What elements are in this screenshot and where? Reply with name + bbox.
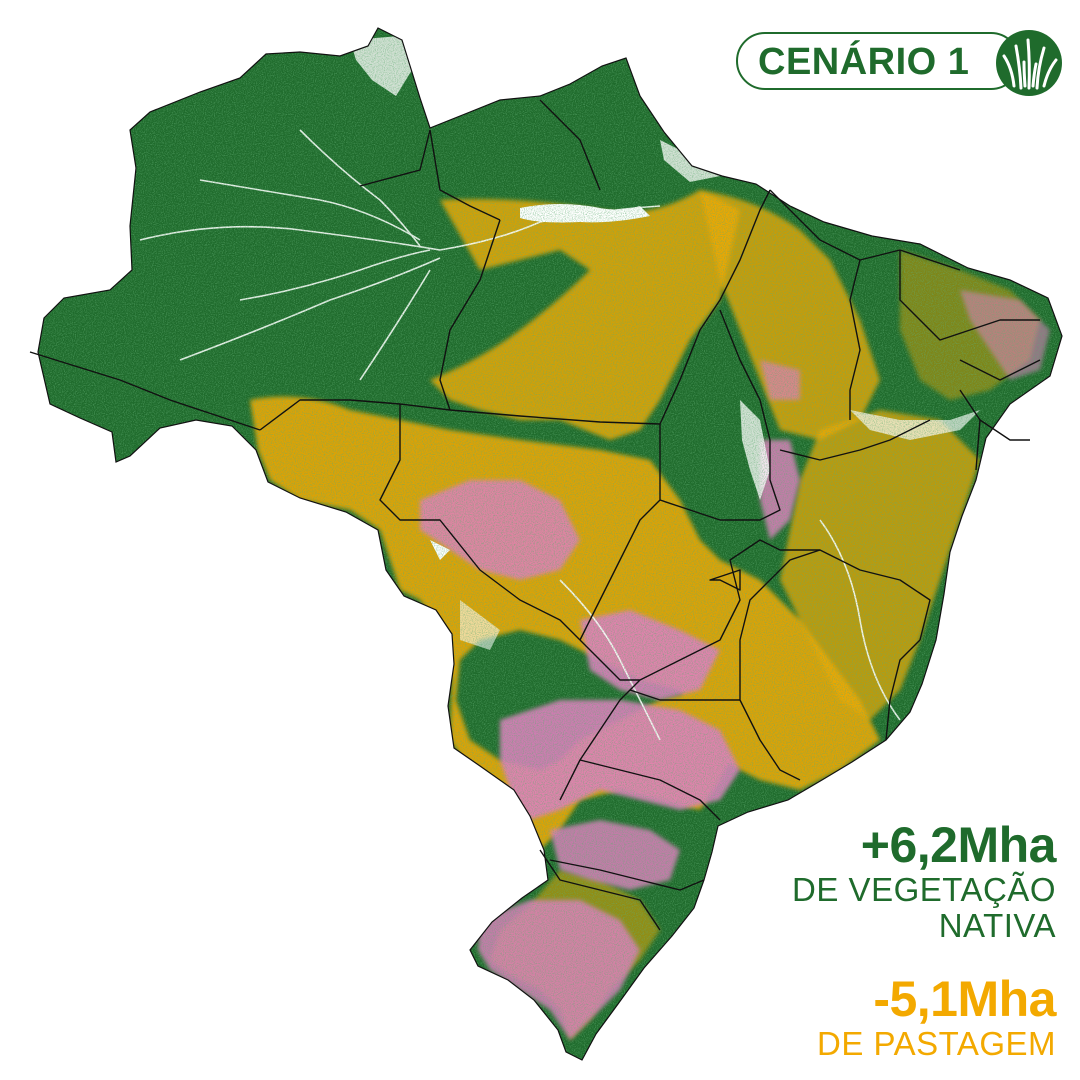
scenario-badge: CENÁRIO 1 (736, 30, 1062, 96)
pasture-loss-value: -5,1Mha (873, 971, 1056, 1027)
grass-sprout-icon (996, 30, 1062, 96)
scenario-label: CENÁRIO 1 (758, 41, 970, 83)
state-borders (29, 99, 1041, 931)
vegetation-gain-label-line2: NATIVA (938, 907, 1056, 944)
pasture-loss-stat: -5,1Mha DE PASTAGEM (817, 972, 1056, 1062)
vegetation-gain-label-line1: DE VEGETAÇÃO (792, 871, 1056, 908)
scenario-pill (736, 32, 1020, 90)
vegetation-gain-stat: +6,2Mha DE VEGETAÇÃO NATIVA (792, 818, 1056, 944)
pasture-loss-label: DE PASTAGEM (817, 1025, 1056, 1062)
vegetation-gain-value: +6,2Mha (860, 817, 1057, 873)
